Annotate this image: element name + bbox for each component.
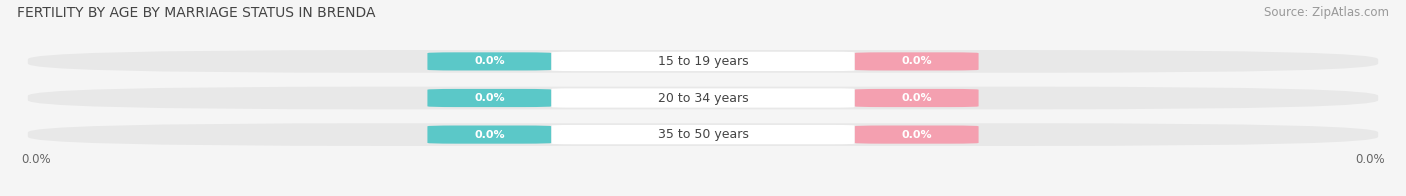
FancyBboxPatch shape	[427, 125, 551, 144]
Text: 15 to 19 years: 15 to 19 years	[658, 55, 748, 68]
FancyBboxPatch shape	[28, 50, 1378, 73]
FancyBboxPatch shape	[28, 87, 1378, 109]
FancyBboxPatch shape	[551, 88, 855, 108]
FancyBboxPatch shape	[427, 89, 551, 107]
FancyBboxPatch shape	[855, 125, 979, 144]
Text: 0.0%: 0.0%	[21, 153, 51, 166]
FancyBboxPatch shape	[551, 125, 855, 144]
Text: 20 to 34 years: 20 to 34 years	[658, 92, 748, 104]
Text: 0.0%: 0.0%	[901, 130, 932, 140]
Text: 0.0%: 0.0%	[474, 93, 505, 103]
Text: 0.0%: 0.0%	[474, 56, 505, 66]
FancyBboxPatch shape	[855, 52, 979, 71]
FancyBboxPatch shape	[28, 123, 1378, 146]
Text: 0.0%: 0.0%	[901, 56, 932, 66]
FancyBboxPatch shape	[551, 52, 855, 71]
FancyBboxPatch shape	[427, 52, 551, 71]
Text: Source: ZipAtlas.com: Source: ZipAtlas.com	[1264, 6, 1389, 19]
Text: 0.0%: 0.0%	[901, 93, 932, 103]
Text: FERTILITY BY AGE BY MARRIAGE STATUS IN BRENDA: FERTILITY BY AGE BY MARRIAGE STATUS IN B…	[17, 6, 375, 20]
Text: 0.0%: 0.0%	[1355, 153, 1385, 166]
Text: 0.0%: 0.0%	[474, 130, 505, 140]
FancyBboxPatch shape	[855, 89, 979, 107]
Text: 35 to 50 years: 35 to 50 years	[658, 128, 748, 141]
